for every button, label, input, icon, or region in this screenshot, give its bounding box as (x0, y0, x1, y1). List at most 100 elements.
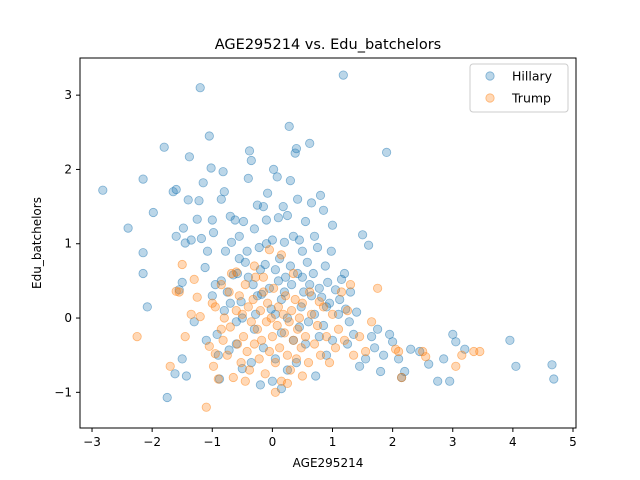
scatter-point-hillary-65 (255, 380, 265, 390)
scatter-point-hillary-93 (297, 246, 307, 256)
scatter-point-trump-29 (240, 279, 250, 290)
x-tick-label: −2 (143, 435, 161, 449)
scatter-point-hillary-138 (406, 344, 416, 354)
y-tick-label: 0 (64, 311, 72, 325)
scatter-point-trump-44 (262, 298, 273, 308)
scatter-point-hillary-106 (317, 292, 327, 302)
scatter-point-hillary-23 (192, 214, 202, 224)
scatter-point-hillary-48 (230, 215, 240, 225)
scatter-point-hillary-80 (278, 202, 288, 212)
scatter-point-trump-50 (272, 320, 282, 331)
scatter-point-hillary-102 (311, 371, 321, 381)
scatter-point-hillary-40 (218, 167, 228, 177)
scatter-point-hillary-46 (226, 237, 237, 247)
scatter-point-trump-75 (321, 331, 332, 342)
scatter-point-trump-3 (174, 287, 184, 297)
scatter-point-hillary-19 (183, 195, 193, 205)
scatter-point-trump-36 (251, 272, 261, 282)
x-tick-label: −3 (83, 435, 101, 449)
y-tick-label: 3 (64, 88, 72, 102)
scatter-point-trump-45 (264, 346, 274, 357)
scatter-point-trump-86 (366, 317, 377, 327)
y-axis-label: Edu_batchelors (30, 197, 44, 289)
scatter-point-hillary-118 (339, 268, 350, 279)
scatter-point-trump-48 (268, 283, 279, 293)
scatter-point-hillary-30 (202, 246, 213, 256)
scatter-point-hillary-95 (300, 216, 311, 227)
scatter-point-hillary-44 (224, 345, 234, 355)
scatter-point-trump-78 (330, 343, 341, 353)
scatter-point-hillary-188 (216, 276, 226, 286)
scatter-point-trump-87 (372, 283, 383, 293)
scatter-point-trump-32 (244, 365, 255, 375)
scatter-point-trump-109 (314, 297, 324, 307)
scatter-point-trump-99 (264, 245, 274, 255)
x-tick-label: 1 (329, 435, 337, 449)
scatter-point-hillary-32 (206, 163, 216, 173)
scatter-point-trump-51 (273, 302, 283, 312)
scatter-point-hillary-21 (186, 235, 196, 245)
scatter-point-hillary-85 (285, 176, 295, 186)
scatter-point-hillary-182 (305, 279, 315, 290)
scatter-point-trump-73 (315, 350, 326, 360)
scatter-point-hillary-117 (338, 70, 348, 80)
scatter-point-trump-81 (339, 335, 350, 345)
scatter-point-trump-6 (189, 274, 199, 284)
scatter-point-trump-17 (219, 313, 229, 323)
scatter-point-hillary-58 (244, 146, 255, 156)
x-tick-label: −1 (203, 435, 221, 449)
scatter-point-trump-92 (421, 352, 431, 362)
scatter-point-trump-49 (270, 357, 280, 368)
scatter-point-hillary-103 (312, 242, 323, 253)
scatter-point-trump-42 (260, 369, 270, 379)
scatter-point-hillary-64 (254, 242, 264, 253)
scatter-point-trump-30 (242, 346, 252, 357)
scatter-point-hillary-100 (308, 268, 318, 279)
scatter-point-hillary-3 (138, 248, 148, 258)
scatter-point-hillary-20 (184, 152, 194, 162)
scatter-point-trump-83 (348, 350, 359, 360)
scatter-point-hillary-120 (345, 287, 356, 297)
legend-marker-trump (485, 93, 495, 103)
x-axis-label: AGE295214 (293, 456, 364, 470)
scatter-point-trump-80 (336, 287, 347, 297)
scatter-point-trump-100 (276, 250, 286, 260)
scatter-point-hillary-24 (194, 196, 204, 206)
scatter-point-hillary-61 (249, 224, 259, 234)
scatter-point-trump-12 (208, 361, 219, 371)
scatter-point-hillary-132 (381, 147, 392, 157)
scatter-point-trump-47 (267, 331, 277, 342)
scatter-point-trump-69 (303, 357, 314, 368)
scatter-point-hillary-105 (315, 190, 326, 200)
scatter-point-trump-76 (324, 357, 335, 368)
scatter-point-hillary-33 (207, 215, 217, 225)
scatter-point-hillary-57 (243, 173, 253, 183)
scatter-point-hillary-41 (219, 187, 229, 197)
scatter-point-trump-108 (305, 287, 315, 297)
scatter-point-hillary-127 (366, 331, 377, 342)
scatter-point-trump-110 (186, 309, 196, 319)
scatter-point-hillary-13 (171, 231, 181, 241)
scatter-point-trump-104 (270, 387, 280, 397)
scatter-point-hillary-74 (268, 164, 279, 174)
scatter-point-trump-96 (475, 346, 485, 357)
scatter-point-trump-64 (292, 324, 303, 334)
scatter-point-hillary-179 (234, 254, 244, 264)
scatter-point-hillary-123 (354, 361, 365, 371)
scatter-point-trump-79 (333, 324, 344, 334)
scatter-point-trump-71 (309, 339, 320, 349)
scatter-point-hillary-83 (282, 210, 292, 221)
scatter-point-trump-5 (180, 331, 190, 342)
scatter-point-hillary-18 (181, 371, 191, 381)
scatter-point-hillary-147 (505, 335, 515, 345)
scatter-point-trump-65 (294, 313, 304, 323)
scatter-point-trump-112 (342, 305, 353, 316)
scatter-point-hillary-190 (292, 194, 303, 204)
scatter-point-hillary-70 (262, 188, 273, 198)
scatter-point-hillary-159 (309, 309, 320, 319)
data-points (98, 70, 559, 412)
scatter-point-hillary-141 (433, 376, 443, 386)
legend-label-trump: Trump (511, 91, 551, 106)
x-tick-label: 2 (389, 435, 397, 449)
scatter-point-hillary-131 (378, 350, 389, 360)
